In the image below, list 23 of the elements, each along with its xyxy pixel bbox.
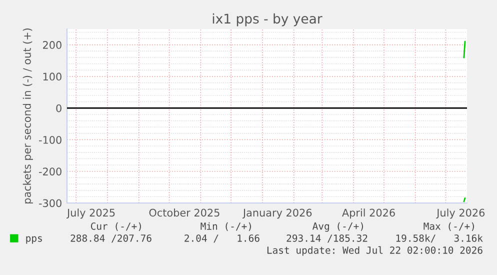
text: Cur (-/+) xyxy=(90,222,141,231)
text: Min (-/+) xyxy=(200,222,251,231)
text: 293.14 /185.32 xyxy=(286,234,368,243)
chart-title: ix1 pps - by year xyxy=(212,13,322,26)
text: 19.58k/ 3.16k xyxy=(396,234,483,243)
y-tick-label: 200 xyxy=(43,41,62,49)
x-tick-label: April 2026 xyxy=(342,208,395,219)
text: 288.84 /207.76 xyxy=(70,234,152,243)
y-tick-label: -100 xyxy=(39,136,62,144)
text: Last update: Wed Jul 22 02:00:10 2026 xyxy=(267,246,482,256)
y-tick-label: -200 xyxy=(39,168,62,176)
y-tick-label: 100 xyxy=(43,72,62,81)
x-tick-label: July 2025 xyxy=(66,208,115,219)
x-tick-label: October 2025 xyxy=(149,208,220,217)
text: 2.04 / 1.66 xyxy=(184,234,260,243)
y-tick-label: -300 xyxy=(39,199,62,208)
y-axis-title: packets per second in (-) / out (+) xyxy=(22,28,33,204)
y-tick-label: 0 xyxy=(56,104,62,112)
x-tick-label: January 2026 xyxy=(242,208,312,219)
legend-label: pps xyxy=(26,236,42,244)
text: Max (-/+) xyxy=(424,222,474,231)
x-tick-label: July 2026 xyxy=(436,208,485,219)
text: Avg (-/+) xyxy=(312,222,363,232)
